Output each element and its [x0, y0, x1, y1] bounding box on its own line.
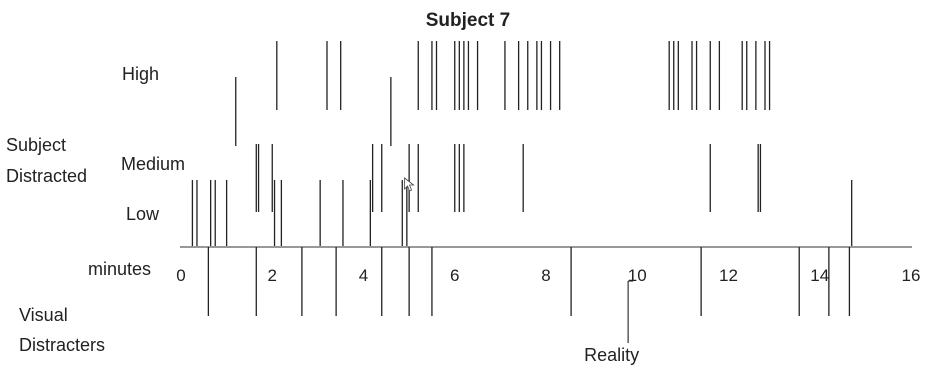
reality-annotation-label: Reality: [584, 345, 639, 365]
mouse-cursor-icon: [404, 177, 415, 192]
distraction-events: [191, 41, 853, 246]
visual-distracter-events: [207, 247, 851, 316]
lower-label-line-1: Visual: [19, 305, 68, 325]
reality-annotation: Reality: [584, 280, 639, 365]
level-label-low: Low: [126, 204, 160, 224]
x-axis-label: minutes: [88, 259, 151, 279]
x-tick-labels: 0 2 4 6 8 10 12 14 16: [176, 266, 920, 285]
x-tick-label: 8: [541, 266, 550, 285]
lower-label-line-2: Distracters: [19, 335, 105, 355]
x-tick-label: 0: [176, 266, 185, 285]
level-label-high: High: [122, 64, 159, 84]
chart-title: Subject 7: [426, 10, 510, 31]
x-tick-label: 2: [268, 266, 277, 285]
level-label-medium: Medium: [121, 154, 185, 174]
x-tick-label: 14: [810, 266, 829, 285]
x-tick-label: 12: [719, 266, 738, 285]
upper-label-line-2: Distracted: [6, 166, 87, 186]
upper-label-line-1: Subject: [6, 135, 66, 155]
x-tick-label: 4: [359, 266, 368, 285]
x-tick-label: 16: [902, 266, 921, 285]
x-tick-label: 10: [628, 266, 647, 285]
x-tick-label: 6: [450, 266, 459, 285]
